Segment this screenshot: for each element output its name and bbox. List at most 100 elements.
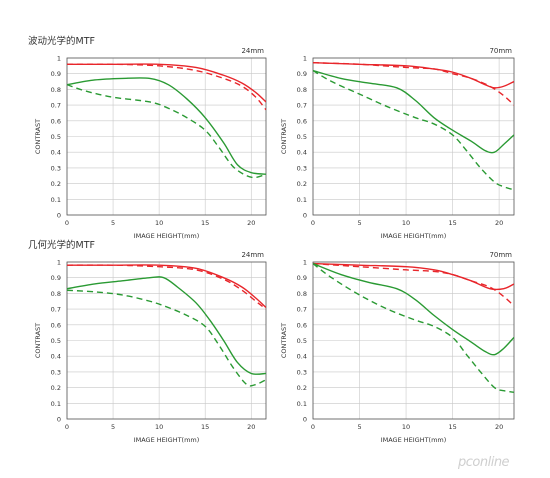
chart-title: 24mm [241, 251, 264, 259]
x-tick-label: 15 [448, 219, 456, 227]
x-tick-label: 20 [495, 219, 503, 227]
y-tick-label: 0.3 [51, 164, 61, 172]
chart-title: 70mm [489, 251, 512, 259]
y-tick-label: 0.5 [51, 337, 61, 345]
y-tick-label: 0.1 [297, 400, 307, 408]
x-tick-label: 10 [402, 219, 410, 227]
x-tick-label: 5 [357, 219, 361, 227]
y-tick-label: 0.6 [51, 117, 61, 125]
y-tick-label: 0.2 [51, 180, 61, 188]
y-tick-label: 0.7 [51, 306, 61, 314]
y-axis-label: CONTRAST [280, 323, 288, 358]
section-title-geometric-optics: 几何光学的MTF [28, 240, 95, 251]
y-tick-label: 0.6 [297, 117, 307, 125]
x-tick-label: 20 [247, 423, 255, 431]
x-tick-label: 0 [311, 423, 315, 431]
green-dashed-series-line [67, 289, 266, 387]
green-solid-series-line [67, 276, 266, 375]
y-tick-label: 0.9 [297, 70, 307, 78]
y-tick-label: 0.8 [297, 86, 307, 94]
chart-title: 70mm [489, 47, 512, 55]
y-tick-label: 0.4 [51, 353, 61, 361]
x-axis-label: IMAGE HEIGHT(mm) [134, 232, 200, 240]
y-tick-label: 0.9 [297, 274, 307, 282]
green-dashed-series-line [313, 263, 514, 394]
red-solid-series-line [313, 62, 514, 89]
plot-frame [66, 57, 267, 216]
plot-frame [312, 261, 515, 420]
y-tick-label: 0.3 [51, 368, 61, 376]
y-tick-label: 0 [303, 212, 307, 220]
red-dashed-series-line [67, 63, 266, 111]
y-tick-label: 0.1 [297, 196, 307, 204]
y-tick-label: 0.4 [297, 353, 307, 361]
x-axis-label: IMAGE HEIGHT(mm) [381, 436, 447, 444]
x-tick-label: 20 [495, 423, 503, 431]
y-tick-label: 1 [303, 55, 307, 63]
y-tick-label: 0.8 [297, 290, 307, 298]
y-axis-label: CONTRAST [34, 323, 42, 358]
y-tick-label: 0.5 [297, 133, 307, 141]
y-tick-label: 0.3 [297, 368, 307, 376]
x-tick-label: 5 [111, 219, 115, 227]
watermark-logo: pconline [458, 455, 510, 470]
x-tick-label: 15 [201, 423, 209, 431]
plot-frame [66, 261, 267, 420]
y-tick-label: 0.5 [51, 133, 61, 141]
y-tick-label: 0.7 [51, 102, 61, 110]
y-tick-label: 0.3 [297, 164, 307, 172]
x-axis-label: IMAGE HEIGHT(mm) [381, 232, 447, 240]
y-tick-label: 0.2 [297, 384, 307, 392]
x-tick-label: 5 [111, 423, 115, 431]
x-axis-label: IMAGE HEIGHT(mm) [134, 436, 200, 444]
y-tick-label: 0.6 [51, 321, 61, 329]
y-tick-label: 0.9 [51, 70, 61, 78]
section-title-wave-optics: 波动光学的MTF [28, 36, 95, 47]
y-tick-label: 1 [57, 55, 61, 63]
y-tick-label: 0.4 [297, 149, 307, 157]
chart-title: 24mm [241, 47, 264, 55]
y-tick-label: 0.8 [51, 86, 61, 94]
x-tick-label: 15 [448, 423, 456, 431]
x-tick-label: 10 [155, 219, 163, 227]
y-tick-label: 0 [57, 416, 61, 424]
x-tick-label: 0 [311, 219, 315, 227]
y-tick-label: 1 [57, 259, 61, 267]
x-tick-label: 20 [247, 219, 255, 227]
y-axis-label: CONTRAST [280, 119, 288, 154]
x-tick-label: 15 [201, 219, 209, 227]
y-tick-label: 0.2 [297, 180, 307, 188]
x-tick-label: 10 [155, 423, 163, 431]
green-dashed-series-line [313, 69, 514, 191]
green-dashed-series-line [67, 84, 266, 179]
y-tick-label: 0.5 [297, 337, 307, 345]
plot-frame [312, 57, 515, 216]
y-tick-label: 1 [303, 259, 307, 267]
y-tick-label: 0.1 [51, 400, 61, 408]
y-tick-label: 0.2 [51, 384, 61, 392]
y-tick-label: 0.7 [297, 102, 307, 110]
red-dashed-series-line [313, 62, 514, 106]
red-dashed-series-line [67, 264, 266, 310]
green-solid-series-line [67, 77, 266, 175]
y-tick-label: 0 [303, 416, 307, 424]
green-solid-series-line [313, 69, 514, 154]
y-tick-label: 0.9 [51, 274, 61, 282]
green-solid-series-line [313, 262, 514, 356]
red-solid-series-line [313, 262, 514, 291]
y-axis-label: CONTRAST [34, 119, 42, 154]
y-tick-label: 0.4 [51, 149, 61, 157]
y-tick-label: 0.8 [51, 290, 61, 298]
y-tick-label: 0.6 [297, 321, 307, 329]
x-tick-label: 5 [357, 423, 361, 431]
x-tick-label: 10 [402, 423, 410, 431]
y-tick-label: 0.7 [297, 306, 307, 314]
y-tick-label: 0.1 [51, 196, 61, 204]
y-tick-label: 0 [57, 212, 61, 220]
x-tick-label: 0 [65, 423, 69, 431]
x-tick-label: 0 [65, 219, 69, 227]
